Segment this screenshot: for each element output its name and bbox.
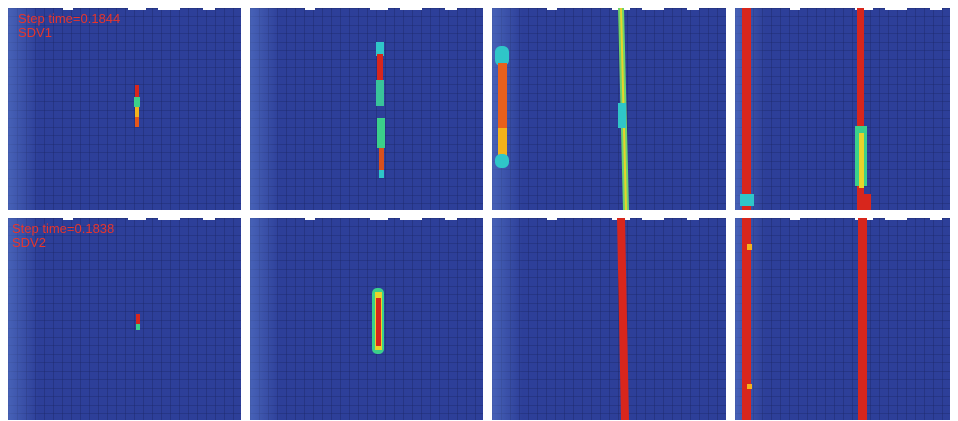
step-time-label: Step time=0.1838 [12,221,114,236]
variable-label: SDV1 [18,25,52,40]
panel [492,218,726,420]
panel [735,218,950,420]
panel [250,218,483,420]
step-time-label: Step time=0.1844 [18,11,120,26]
panel: Step time=0.1838 SDV2 [8,218,241,420]
panel [735,8,950,210]
panel [492,8,726,210]
figure: Step time=0.1844 SDV1 [0,0,958,421]
panel: Step time=0.1844 SDV1 [8,8,241,210]
variable-label: SDV2 [12,235,46,250]
panel [250,8,483,210]
